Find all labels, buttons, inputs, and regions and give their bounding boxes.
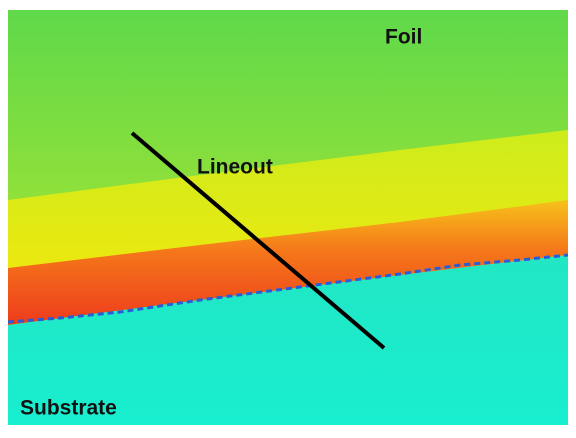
substrate-label: Substrate <box>20 397 117 420</box>
lineout-label: Lineout <box>197 156 273 179</box>
foil-label: Foil <box>385 26 422 49</box>
page: {"labels": {"foil": "Foil", "lineout": "… <box>0 0 576 433</box>
false-color-image: Foil Lineout Substrate <box>0 0 576 433</box>
